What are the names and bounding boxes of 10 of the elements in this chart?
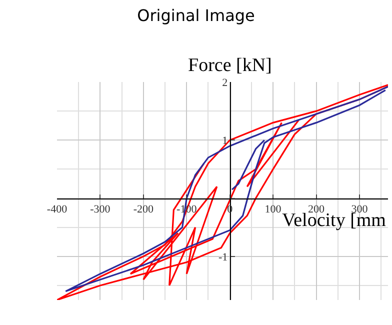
- y-tick-label: 2: [222, 76, 228, 89]
- x-tick-label: -300: [90, 203, 111, 216]
- x-tick-label: -200: [133, 203, 154, 216]
- x-tick-label: 100: [264, 203, 282, 216]
- y-tick-label: 1: [222, 134, 228, 147]
- chart-title: Original Image: [137, 6, 255, 25]
- y-axis-title: Force [kN]: [188, 55, 272, 76]
- x-tick-label: 200: [308, 203, 326, 216]
- y-tick-label: -1: [218, 251, 228, 264]
- x-tick-label: -400: [46, 203, 68, 216]
